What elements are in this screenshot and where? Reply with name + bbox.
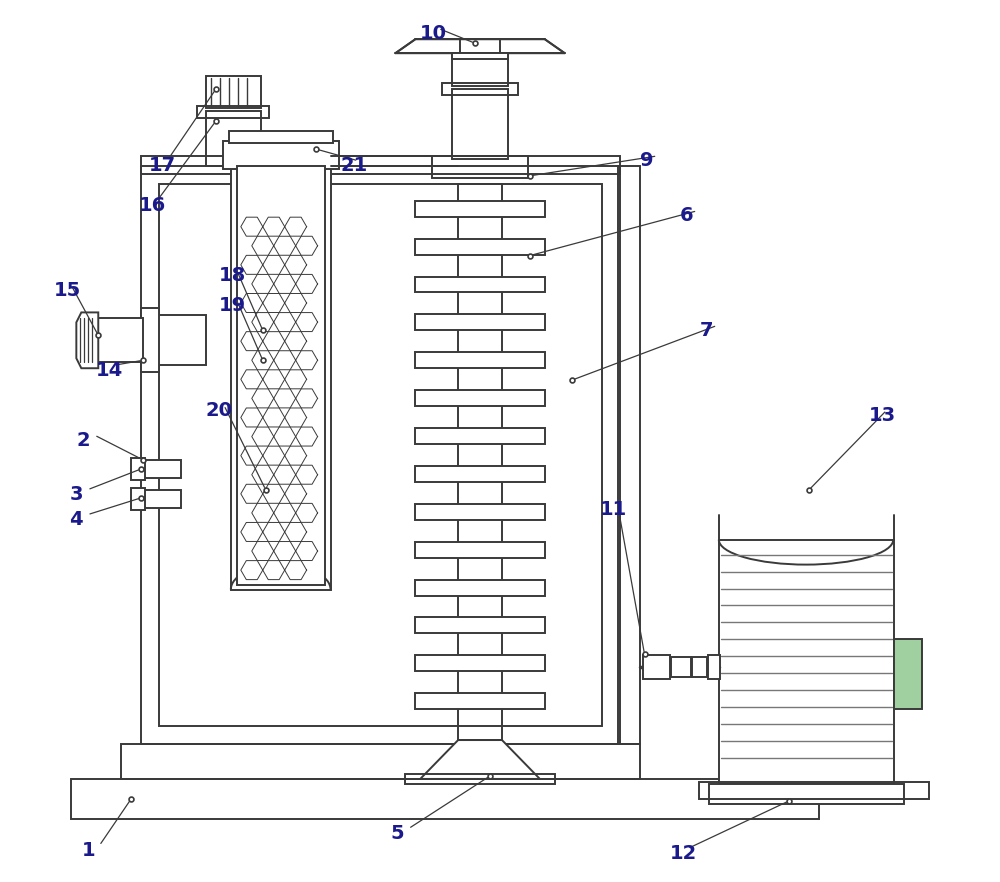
Bar bbox=[452, 56, 508, 86]
Text: 15: 15 bbox=[53, 281, 81, 300]
Bar bbox=[206, 76, 261, 108]
Bar bbox=[415, 390, 545, 406]
Bar bbox=[458, 183, 502, 740]
Text: 13: 13 bbox=[869, 406, 896, 424]
Polygon shape bbox=[76, 312, 98, 368]
Bar bbox=[415, 314, 545, 331]
Bar bbox=[141, 460, 181, 478]
Bar bbox=[141, 490, 181, 508]
Bar bbox=[206, 111, 261, 166]
Text: 6: 6 bbox=[679, 206, 693, 225]
Bar bbox=[141, 156, 620, 174]
Bar bbox=[894, 639, 922, 709]
Text: 14: 14 bbox=[96, 361, 124, 380]
Bar bbox=[415, 352, 545, 368]
Bar bbox=[452, 53, 508, 59]
Bar bbox=[415, 504, 545, 519]
Bar bbox=[229, 131, 333, 143]
Text: 20: 20 bbox=[206, 400, 233, 420]
Bar bbox=[156, 316, 206, 365]
Text: 18: 18 bbox=[219, 266, 246, 285]
Bar bbox=[237, 166, 325, 585]
Bar bbox=[708, 655, 720, 679]
Text: 1: 1 bbox=[81, 841, 95, 860]
Bar bbox=[415, 428, 545, 444]
Text: 2: 2 bbox=[76, 430, 90, 450]
Bar bbox=[709, 784, 904, 804]
Text: 10: 10 bbox=[420, 24, 447, 43]
Bar bbox=[415, 239, 545, 255]
Bar bbox=[452, 89, 508, 159]
Bar bbox=[415, 693, 545, 709]
Bar bbox=[415, 542, 545, 557]
Bar bbox=[671, 657, 691, 677]
Bar bbox=[415, 277, 545, 293]
Bar bbox=[432, 156, 528, 178]
Bar bbox=[719, 540, 894, 784]
Text: 11: 11 bbox=[600, 500, 627, 519]
Bar bbox=[692, 657, 707, 677]
Text: 4: 4 bbox=[69, 511, 83, 529]
Text: 3: 3 bbox=[69, 485, 83, 505]
Bar bbox=[405, 774, 555, 784]
Bar bbox=[197, 106, 269, 118]
Bar bbox=[121, 744, 640, 779]
Bar bbox=[131, 488, 145, 510]
Polygon shape bbox=[395, 40, 565, 53]
Bar bbox=[131, 458, 145, 480]
Bar bbox=[141, 166, 620, 744]
Bar bbox=[415, 655, 545, 671]
Bar bbox=[415, 466, 545, 482]
Text: 5: 5 bbox=[390, 825, 404, 843]
Text: 7: 7 bbox=[699, 321, 713, 340]
Text: 9: 9 bbox=[640, 152, 653, 170]
Text: 21: 21 bbox=[341, 156, 368, 176]
Bar bbox=[699, 782, 929, 799]
Text: 16: 16 bbox=[139, 196, 166, 215]
Text: 17: 17 bbox=[149, 156, 176, 176]
Bar bbox=[71, 779, 819, 818]
Bar bbox=[159, 183, 602, 726]
Text: 12: 12 bbox=[669, 844, 697, 863]
Bar bbox=[98, 318, 143, 363]
Bar bbox=[415, 201, 545, 217]
Bar bbox=[442, 83, 518, 95]
Bar bbox=[141, 309, 159, 372]
Polygon shape bbox=[420, 740, 540, 779]
Bar bbox=[415, 579, 545, 595]
Text: 19: 19 bbox=[219, 296, 246, 315]
Bar bbox=[231, 166, 331, 589]
Bar bbox=[618, 166, 640, 744]
Bar bbox=[415, 617, 545, 633]
Bar bbox=[223, 141, 339, 168]
Bar bbox=[643, 655, 670, 679]
